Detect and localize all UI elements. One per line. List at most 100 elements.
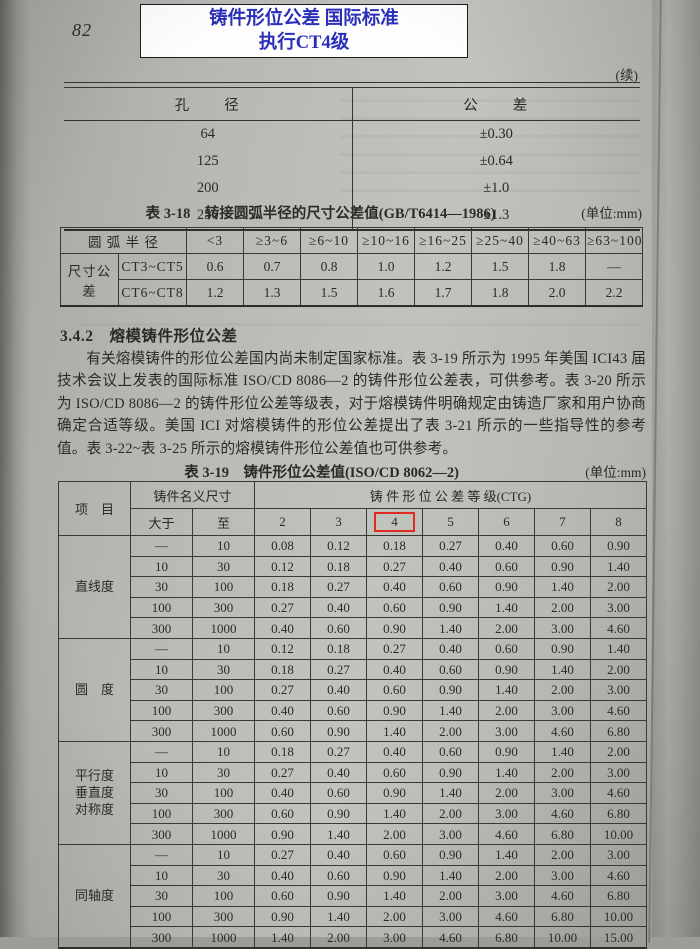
hole-diameter-cell: 200 (196, 180, 219, 196)
tolerance-value-cell: 1.40 (422, 864, 480, 887)
tolerance-value-cell: 0.60 (254, 720, 312, 742)
tolerance-value-cell: 0.6 (186, 253, 244, 280)
table-3-19-caption: 表 3-19 铸件形位公差值(ISO/CD 8062—2) (单位:mm) (58, 461, 646, 482)
tolerance-value-cell: 1.40 (534, 576, 592, 598)
table-row: 10 30 0.12 0.18 0.27 0.40 0.60 0.90 1.40 (59, 555, 648, 578)
table-row: 300 1000 0.40 0.60 0.90 1.40 2.00 3.00 4.60 (59, 617, 648, 639)
tolerance-value-cell: 3.00 (534, 699, 592, 722)
tolerance-value-cell: 1.40 (478, 843, 536, 866)
page-fore-edge (652, 0, 700, 937)
tolerance-value-cell: 3.00 (478, 720, 536, 742)
size-to-cell: 30 (191, 555, 256, 578)
tolerance-value-cell: 3.00 (534, 782, 592, 804)
tolerance-value-cell: 0.90 (478, 740, 536, 763)
tolerance-value-cell: 6.80 (478, 926, 536, 949)
tolerance-value-cell: 0.90 (422, 679, 480, 701)
tolerance-value-cell: 4.60 (534, 720, 592, 742)
size-over-cell: — (130, 637, 193, 660)
tolerance-value-cell: 0.40 (310, 596, 368, 619)
tolerance-value-cell: 6.80 (534, 823, 592, 845)
tolerance-value-cell: 0.60 (366, 679, 424, 701)
table-3-18-unit: (单位:mm) (581, 206, 642, 221)
tolerance-value-cell: 1.5 (300, 279, 358, 307)
tolerance-value-cell: 0.40 (310, 761, 368, 784)
size-to-cell: 10 (191, 740, 256, 763)
table-row: 30 100 0.27 0.40 0.60 0.90 1.40 2.00 3.00 (59, 679, 648, 701)
tolerance-value-cell: 0.90 (422, 596, 480, 619)
tolerance-value-cell: 2.00 (590, 658, 648, 681)
tolerance-value-cell: 6.80 (590, 885, 648, 907)
tolerance-value-cell: 2.00 (422, 720, 480, 742)
size-over-cell: 30 (130, 782, 193, 804)
hole-diameter-cell: 125 (196, 153, 219, 169)
tolerance-value-cell: 0.60 (254, 885, 312, 907)
size-over-cell: 30 (130, 576, 193, 598)
size-to-cell: 300 (191, 905, 256, 928)
tolerance-value-cell: 0.40 (310, 679, 368, 701)
table-row: 300 1000 1.40 2.00 3.00 4.60 6.80 10.00 15.00 (59, 926, 648, 949)
tolerance-value-cell: 10.00 (590, 823, 648, 845)
hole-tolerance-table-wrap: 孔 径 公 差 64 ±0.30 125 ±0.64 200 ±1.0 250 ±1.3 (64, 82, 640, 231)
table-row: CT6~CT8 1.2 1.3 1.5 1.6 1.7 1.8 2.0 2.2 (61, 279, 643, 307)
range-header-cell: ≥6~10 (300, 227, 358, 254)
tolerance-value-cell: 10.00 (534, 926, 592, 949)
tolerance-value-cell: 2.00 (422, 802, 480, 825)
size-over-cell: 10 (130, 658, 193, 681)
table-row: 100 300 0.40 0.60 0.90 1.40 2.00 3.00 4.60 (59, 699, 648, 722)
item-label-line: 平行度 (74, 768, 114, 784)
tolerance-value-cell: 2.00 (534, 761, 592, 784)
tolerance-value-cell: 3.00 (478, 885, 536, 907)
tolerance-value-cell: 0.18 (254, 658, 312, 681)
tolerance-value-cell: 0.90 (478, 658, 536, 681)
table-row: 100 300 0.60 0.90 1.40 2.00 3.00 4.60 6.80 (59, 802, 648, 825)
tolerance-value-cell: 0.40 (366, 658, 424, 681)
tolerance-value-cell: 0.90 (366, 617, 424, 639)
tolerance-value-cell: 0.60 (422, 658, 480, 681)
tolerance-value-cell: 0.40 (366, 740, 424, 763)
size-to-cell: 100 (191, 679, 256, 701)
size-to-cell: 1000 (191, 720, 256, 742)
item-label-line: 同轴度 (74, 888, 114, 904)
row-label-size-tolerance: 尺寸公差 (60, 253, 119, 307)
tolerance-value-cell: 1.3 (243, 279, 301, 307)
hole-diameter-cell: 250 (196, 207, 219, 223)
tolerance-value-cell: 0.60 (366, 596, 424, 619)
size-over-cell: 10 (130, 864, 193, 887)
corner-header-arc-radius: 圆 弧 半 径 (60, 227, 187, 254)
range-header-cell: ≥25~40 (471, 227, 529, 254)
tolerance-value-cell: 2.00 (590, 576, 648, 598)
size-to-cell: 1000 (191, 823, 256, 845)
tolerance-value-cell: 0.60 (310, 617, 368, 639)
hole-tolerance-table: 孔 径 公 差 64 ±0.30 125 ±0.64 200 ±1.0 250 ±1.3 (64, 87, 640, 231)
highlighted-grade-marker: 4 (374, 512, 415, 532)
size-over-cell: 300 (130, 617, 193, 639)
tolerance-value-cell: 0.40 (254, 699, 312, 722)
column-header-item: 项 目 (58, 481, 131, 536)
tolerance-value-cell: 1.0 (357, 253, 415, 280)
hole-diameter-cell: 64 (200, 126, 216, 142)
tolerance-value-cell: 4.60 (590, 617, 648, 639)
tolerance-value-cell: 0.90 (254, 823, 312, 845)
tolerance-value-cell: 0.7 (243, 253, 301, 280)
tolerance-value-cell: 0.60 (310, 782, 368, 804)
item-label-line: 对称度 (74, 802, 114, 818)
tolerance-value-cell: 3.00 (478, 802, 536, 825)
table-row: 同轴度 —10 0.27 0.40 0.60 0.90 1.40 2.00 3.00 (58, 843, 648, 949)
tolerance-value-cell: 2.0 (528, 279, 586, 307)
tolerance-value-cell: 2.00 (534, 843, 592, 866)
item-group-label: 圆 度 (58, 637, 131, 742)
tolerance-value-cell: 1.40 (254, 926, 312, 949)
table-row: 30 100 0.60 0.90 1.40 2.00 3.00 4.60 6.80 (59, 885, 648, 907)
size-over-cell: 100 (130, 699, 193, 722)
tolerance-cell: ±0.64 (351, 148, 640, 175)
tolerance-value-cell: 0.90 (590, 535, 648, 557)
size-over-cell: 300 (130, 823, 193, 845)
tolerance-value-cell: 0.27 (310, 658, 368, 681)
tolerance-value-cell: 1.40 (590, 555, 648, 578)
grade-header-cell: 6 (478, 508, 536, 536)
tolerance-cell: ±1.3 (351, 202, 640, 230)
tolerance-value-cell: 0.40 (254, 617, 312, 639)
tolerance-value-cell: 0.18 (310, 637, 368, 660)
range-header-cell: <3 (186, 227, 244, 254)
